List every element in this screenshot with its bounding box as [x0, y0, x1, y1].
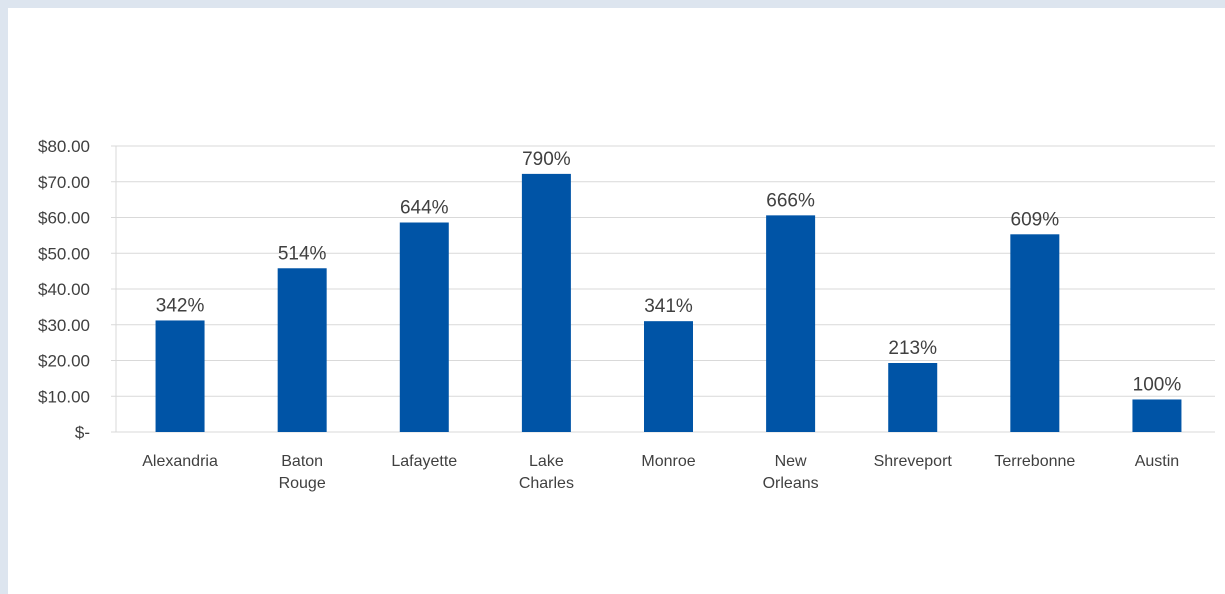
- data-label: 666%: [766, 190, 815, 211]
- bar: [888, 363, 938, 432]
- data-labels: 342% 514% 644% 790% 341% 666% 213% 609% 100%: [156, 149, 1182, 396]
- bars: [155, 173, 1182, 432]
- y-tick-label: $50.00: [38, 244, 90, 263]
- category-label-line: Terrebonne: [994, 453, 1075, 470]
- category-label-line: Orleans: [763, 475, 819, 492]
- y-tick-label: $60.00: [38, 209, 90, 228]
- bar: [155, 320, 205, 432]
- category-label-line: Lake: [529, 453, 564, 470]
- category-label: Austin: [1135, 453, 1179, 470]
- y-tick-label: $-: [75, 423, 90, 442]
- category-label-line: New: [775, 453, 807, 470]
- y-tick-label: $80.00: [38, 137, 90, 156]
- y-tick-label: $20.00: [38, 352, 90, 371]
- y-tick-label: $10.00: [38, 387, 90, 406]
- bar: [277, 268, 327, 432]
- category-label: Shreveport: [874, 453, 953, 470]
- bar: [1010, 234, 1060, 432]
- y-tick-label: $40.00: [38, 280, 90, 299]
- data-label: 514%: [278, 243, 327, 264]
- category-label-line: Alexandria: [142, 453, 218, 470]
- category-label: Alexandria: [142, 453, 218, 470]
- category-label-line: Charles: [519, 475, 574, 492]
- category-label-line: Lafayette: [391, 453, 457, 470]
- y-axis-tick-labels: $- $10.00 $20.00 $30.00 $40.00 $50.00 $60.00 $7…: [38, 137, 90, 442]
- data-label: 100%: [1133, 374, 1182, 395]
- category-label: Lake Charles: [519, 453, 574, 492]
- category-label-line: Baton: [281, 453, 323, 470]
- bar: [766, 215, 816, 432]
- y-tick-label: $70.00: [38, 173, 90, 192]
- data-label: 341%: [644, 296, 693, 317]
- category-label: Terrebonne: [994, 453, 1075, 470]
- bar-chart: $- $10.00 $20.00 $30.00 $40.00 $50.00 $60.00 $7…: [38, 137, 1215, 492]
- category-labels: Alexandria Baton Rouge Lafayette Lake Charles…: [142, 453, 1179, 492]
- data-label: 644%: [400, 198, 449, 219]
- category-label-line: Rouge: [279, 475, 326, 492]
- data-label: 342%: [156, 295, 205, 316]
- chart-panel: $- $10.00 $20.00 $30.00 $40.00 $50.00 $60.00 $7…: [8, 8, 1225, 594]
- category-label-line: Monroe: [641, 453, 695, 470]
- data-label: 609%: [1011, 209, 1060, 230]
- bar: [399, 222, 449, 432]
- data-label: 213%: [888, 338, 937, 359]
- bar: [644, 321, 693, 432]
- bar: [521, 173, 571, 432]
- category-label: Lafayette: [391, 453, 457, 470]
- y-tick-label: $30.00: [38, 316, 90, 335]
- data-label: 790%: [522, 149, 571, 170]
- category-label-line: Shreveport: [874, 453, 953, 470]
- category-label: Monroe: [641, 453, 695, 470]
- bar: [1132, 399, 1182, 432]
- category-label: Baton Rouge: [279, 453, 326, 492]
- category-label-line: Austin: [1135, 453, 1179, 470]
- category-label: New Orleans: [763, 453, 819, 492]
